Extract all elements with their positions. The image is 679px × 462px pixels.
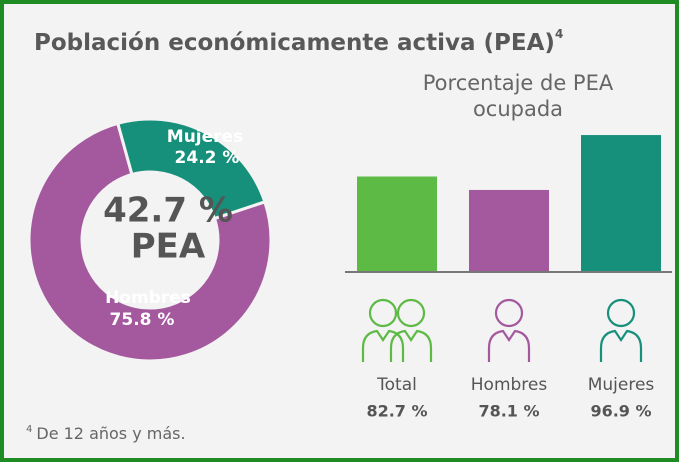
donut-slice [27, 121, 273, 363]
footnote-marker: 4 [26, 424, 32, 435]
slice-value-label: 75.8 % [110, 310, 175, 330]
category-label: Total [376, 375, 417, 395]
bar-chart-title-line: Porcentaje de PEA [423, 71, 614, 95]
icon-head [606, 298, 636, 328]
slice-value-label: 24.2 % [175, 148, 240, 168]
icon-head [368, 298, 398, 328]
icon-body [487, 329, 531, 362]
bar-value-label: 78.1 % [478, 402, 539, 421]
slice-label: Hombres [105, 288, 191, 308]
donut-slice [115, 117, 267, 221]
person-icon [487, 298, 531, 362]
title-note-marker: 4 [555, 27, 563, 41]
bar [357, 176, 437, 272]
person-icon [361, 298, 433, 362]
bar [581, 135, 661, 272]
bar-chart-title: Porcentaje de PEA ocupada [423, 71, 614, 121]
category-label: Mujeres [588, 375, 655, 395]
bar-chart-title-line: ocupada [473, 97, 563, 121]
slice-label: Mujeres [167, 127, 243, 147]
icon-body [361, 329, 405, 362]
person-icon [599, 298, 643, 362]
footnote-text: De 12 años y más. [36, 424, 185, 443]
icon-body [389, 329, 433, 362]
icon-body [599, 329, 643, 362]
category-label: Hombres [471, 375, 548, 395]
bar-value-label: 82.7 % [366, 402, 427, 421]
title-text: Población económicamente activa (PEA) [34, 30, 555, 56]
center-label: 42.7 % [103, 191, 233, 231]
bar [469, 189, 549, 272]
bar-value-label: 96.9 % [590, 402, 651, 421]
footnote: 4 De 12 años y más. [26, 424, 186, 443]
center-sublabel: PEA [131, 227, 206, 267]
title: Población económicamente activa (PEA)4 [34, 27, 563, 56]
icon-head [396, 298, 426, 328]
icon-head [494, 298, 524, 328]
